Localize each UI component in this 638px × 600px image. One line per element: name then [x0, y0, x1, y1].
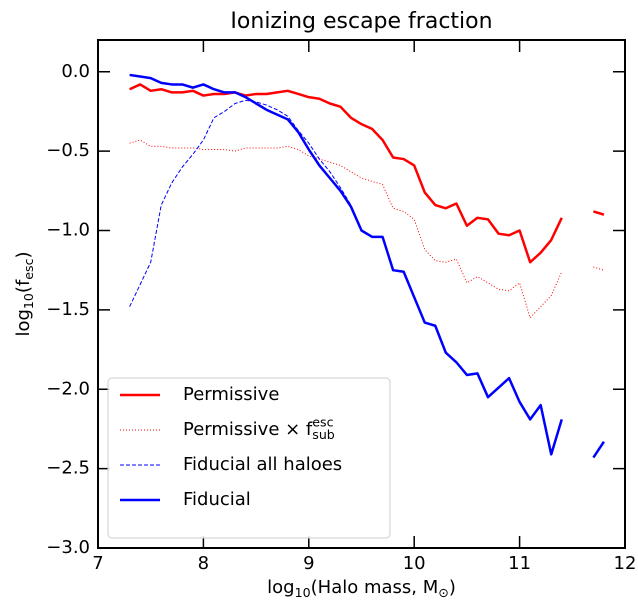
- legend-label: Fiducial: [183, 489, 251, 510]
- y-tick-label: −0.5: [46, 140, 90, 161]
- legend-label: Permissive: [183, 384, 279, 405]
- y-axis-label-part: ): [13, 251, 34, 258]
- x-axis-label-part: 10: [295, 585, 311, 600]
- legend-label-part: Permissive × f: [183, 419, 313, 440]
- x-tick-label: 12: [614, 553, 637, 574]
- x-axis-label: log 10 (Halo mass, M ⊙): [267, 577, 456, 600]
- y-axis-label-part: esc: [21, 258, 36, 279]
- y-tick-label: −1.5: [46, 299, 90, 320]
- y-tick-label: 0.0: [61, 61, 90, 82]
- x-axis-label-part: ⊙: [438, 585, 449, 600]
- legend-label: Fiducial all haloes: [183, 454, 342, 475]
- legend-label-part: Fiducial: [183, 489, 251, 510]
- x-tick-label: 9: [303, 553, 314, 574]
- y-tick-label: −3.0: [46, 537, 90, 558]
- y-axis-label-part: (f: [13, 279, 34, 293]
- y-tick-label: −1.0: [46, 220, 90, 241]
- x-axis-label-part: log: [267, 577, 294, 598]
- y-tick-label: −2.5: [46, 458, 90, 479]
- y-axis-label-part: 10: [21, 293, 36, 309]
- x-tick-label: 11: [508, 553, 531, 574]
- series-line: [129, 99, 352, 307]
- legend-label-part: sub: [312, 427, 335, 442]
- x-tick-label: 8: [198, 553, 209, 574]
- legend-label-part: esc: [312, 414, 333, 429]
- x-axis-label-part: ): [449, 577, 456, 598]
- chart-title: Ionizing escape fraction: [230, 9, 492, 34]
- legend-label-part: Fiducial all haloes: [183, 454, 342, 475]
- legend-box: [107, 377, 391, 539]
- series-line: [129, 73, 605, 459]
- series-line: [129, 83, 605, 264]
- y-axis-label-part: log: [13, 309, 34, 336]
- x-axis-label-part: (Halo mass, M: [311, 577, 439, 598]
- legend-label-part: Permissive: [183, 384, 279, 405]
- x-tick-label: 7: [92, 553, 103, 574]
- plot-frame: [97, 39, 626, 549]
- series-line: [129, 139, 605, 319]
- x-tick-label: 10: [403, 553, 426, 574]
- y-tick-label: −2.0: [46, 378, 90, 399]
